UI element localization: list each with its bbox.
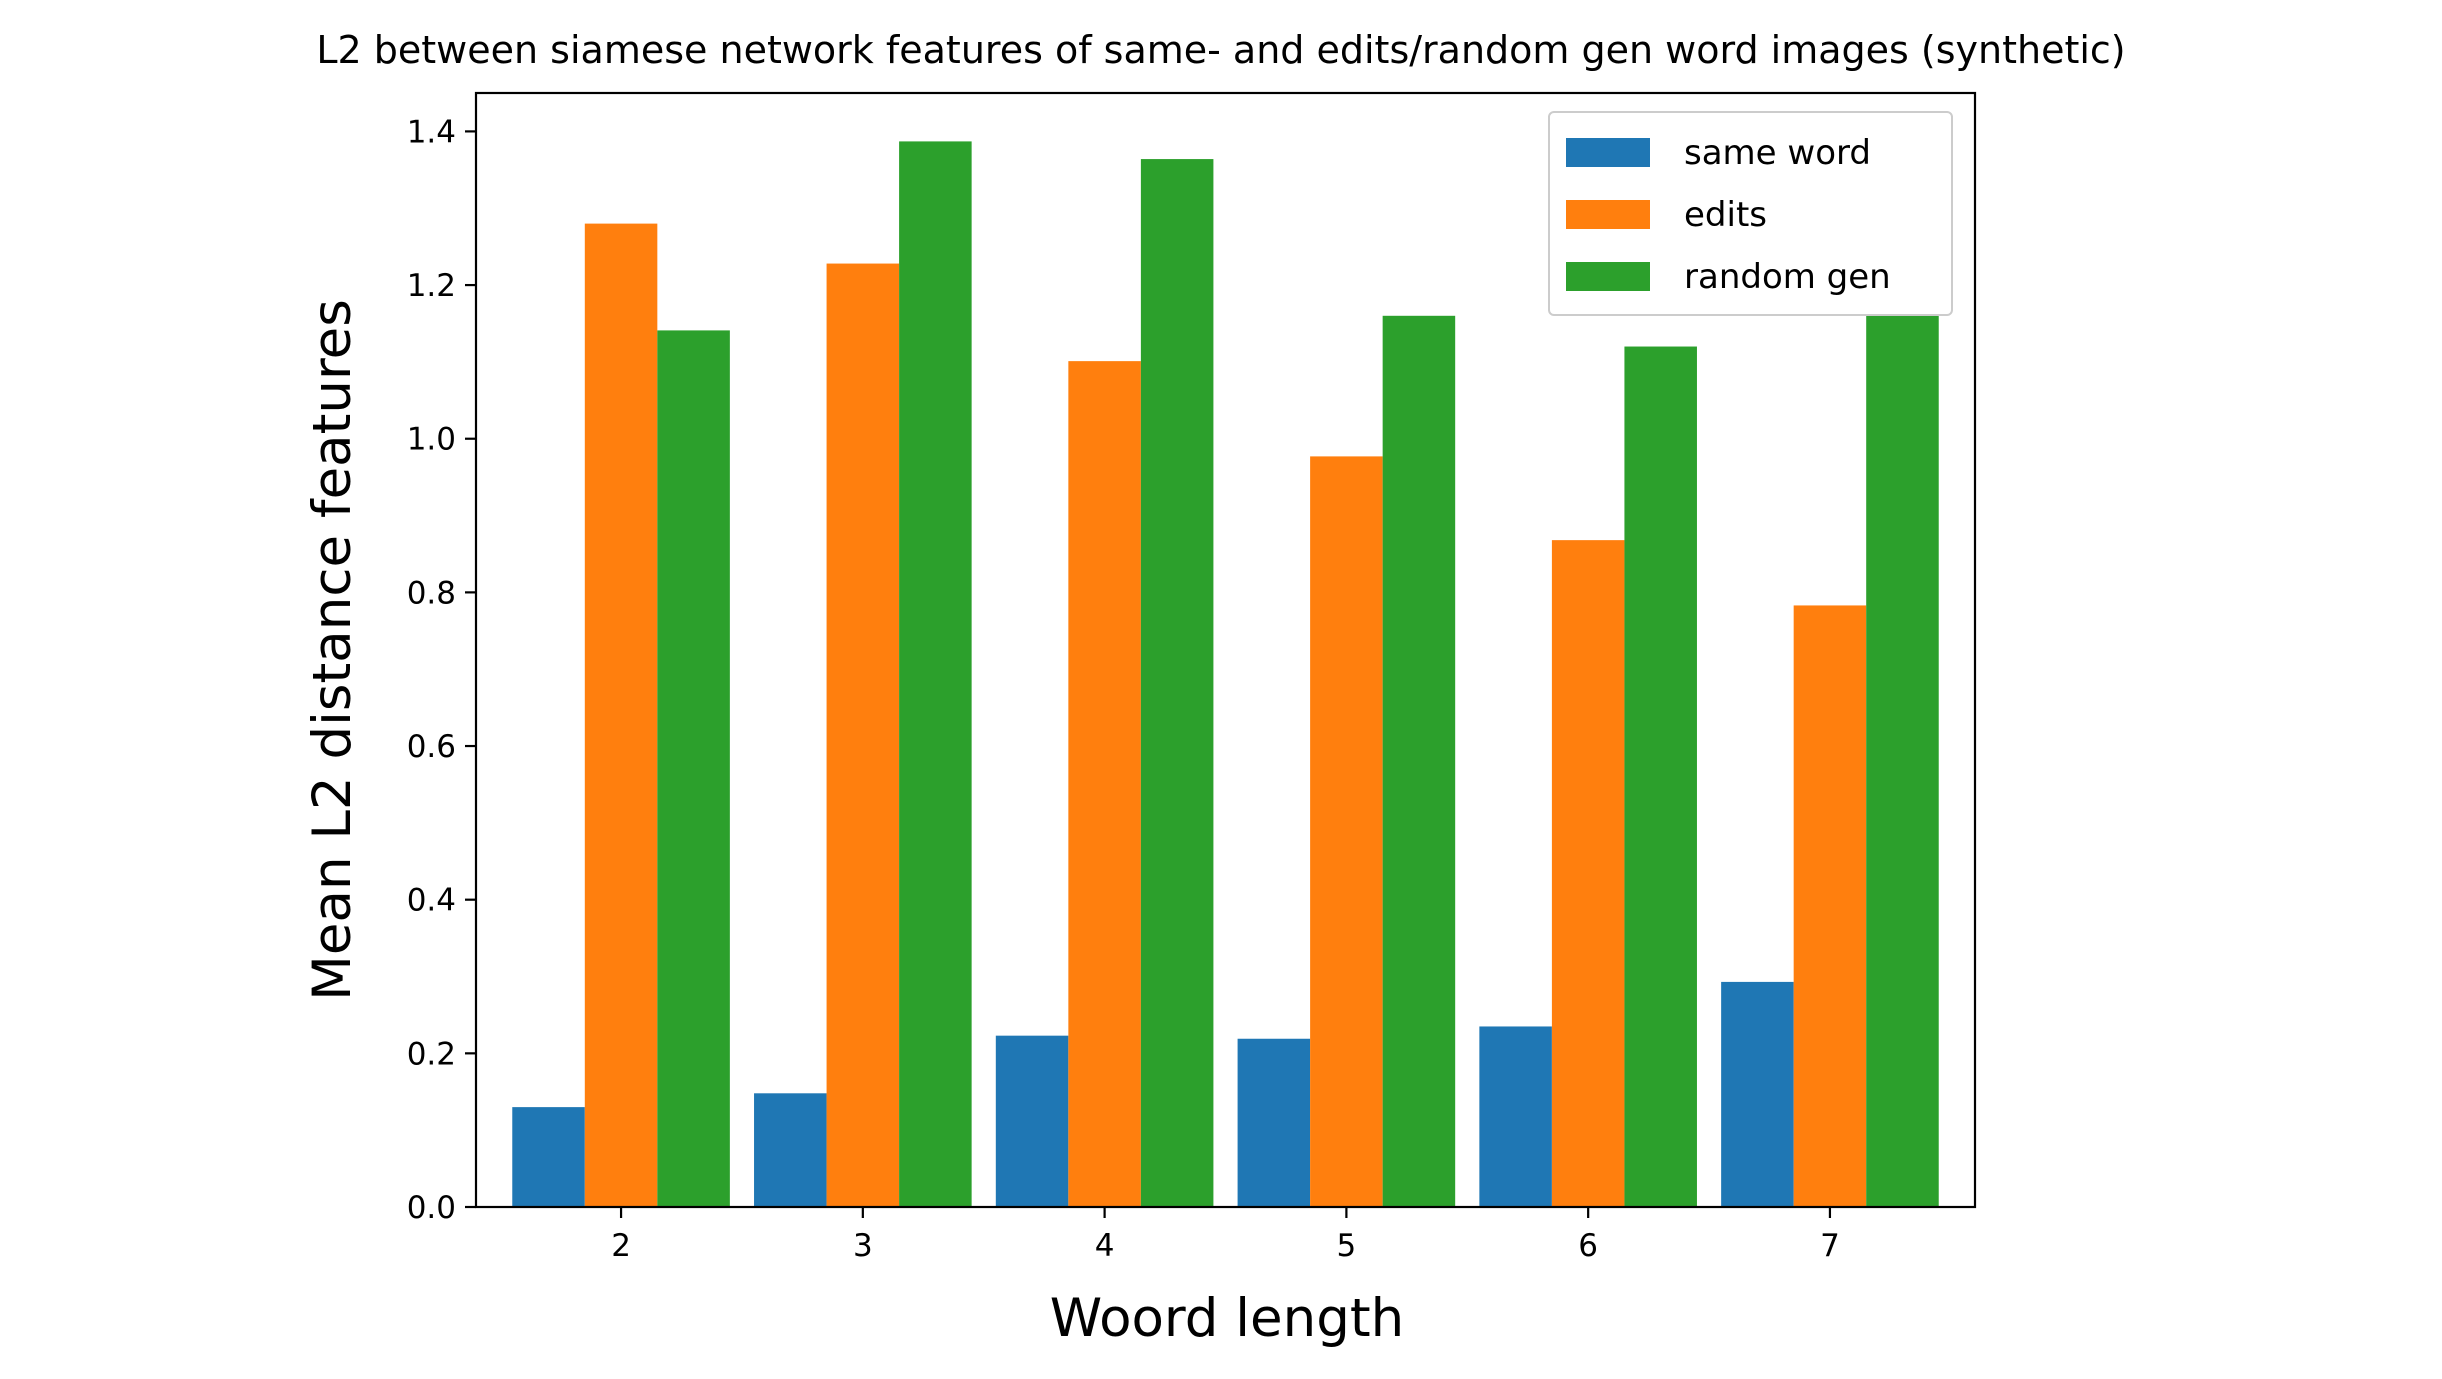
- legend-swatch-edits: [1566, 200, 1650, 229]
- bar-edits-4: [1068, 361, 1141, 1207]
- bars-group: [512, 141, 1939, 1208]
- bar-edits-6: [1551, 540, 1625, 1207]
- bar-same-word-4: [995, 1035, 1069, 1207]
- bar-random-gen-2: [657, 330, 730, 1207]
- x-tick-label: 2: [611, 1228, 631, 1264]
- y-tick-label: 1.0: [407, 422, 456, 458]
- bar-random-gen-3: [899, 141, 972, 1207]
- y-axis: 0.0 0.2 0.4 0.6 0.8 1.0 1.2 1.4: [407, 114, 476, 1226]
- x-tick-label: 5: [1337, 1228, 1357, 1264]
- legend-swatch-same-word: [1566, 138, 1650, 167]
- legend-swatch-random-gen: [1566, 262, 1650, 291]
- bar-random-gen-6: [1624, 346, 1697, 1207]
- bar-edits-5: [1310, 456, 1383, 1207]
- bar-same-word-6: [1479, 1026, 1552, 1207]
- x-tick-label: 6: [1578, 1228, 1598, 1264]
- legend-label-edits: edits: [1684, 195, 1767, 235]
- legend-label-same-word: same word: [1684, 133, 1871, 173]
- y-tick-label: 0.4: [407, 883, 456, 919]
- y-tick-label: 1.2: [407, 268, 456, 304]
- x-tick-label: 7: [1820, 1228, 1840, 1264]
- bar-same-word-5: [1237, 1038, 1311, 1207]
- y-tick-label: 0.8: [407, 575, 456, 611]
- legend: same word edits random gen: [1548, 111, 1953, 316]
- bar-same-word-3: [754, 1093, 827, 1207]
- bar-edits-2: [584, 223, 658, 1208]
- bar-edits-7: [1793, 605, 1867, 1207]
- x-tick-label: 4: [1095, 1228, 1115, 1264]
- y-tick-label: 0.6: [407, 729, 456, 765]
- bar-same-word-7: [1721, 981, 1794, 1207]
- x-tick-label: 3: [853, 1228, 873, 1264]
- chart-title: L2 between siamese network features of s…: [316, 28, 2125, 72]
- bar-random-gen-5: [1382, 315, 1456, 1207]
- legend-label-random-gen: random gen: [1684, 257, 1891, 297]
- bar-random-gen-4: [1140, 159, 1214, 1207]
- y-tick-label: 1.4: [407, 114, 456, 150]
- bar-edits-3: [826, 263, 900, 1207]
- y-axis-label: Mean L2 distance features: [302, 299, 363, 1001]
- x-axis-label: Woord length: [1050, 1288, 1404, 1349]
- plot-frame: [474, 91, 1977, 1209]
- y-tick-label: 0.0: [407, 1190, 456, 1226]
- bar-random-gen-7: [1866, 315, 1939, 1207]
- y-tick-label: 0.2: [407, 1036, 456, 1072]
- x-axis: 2 3 4 5 6 7: [611, 1207, 1840, 1264]
- bar-same-word-2: [512, 1107, 585, 1207]
